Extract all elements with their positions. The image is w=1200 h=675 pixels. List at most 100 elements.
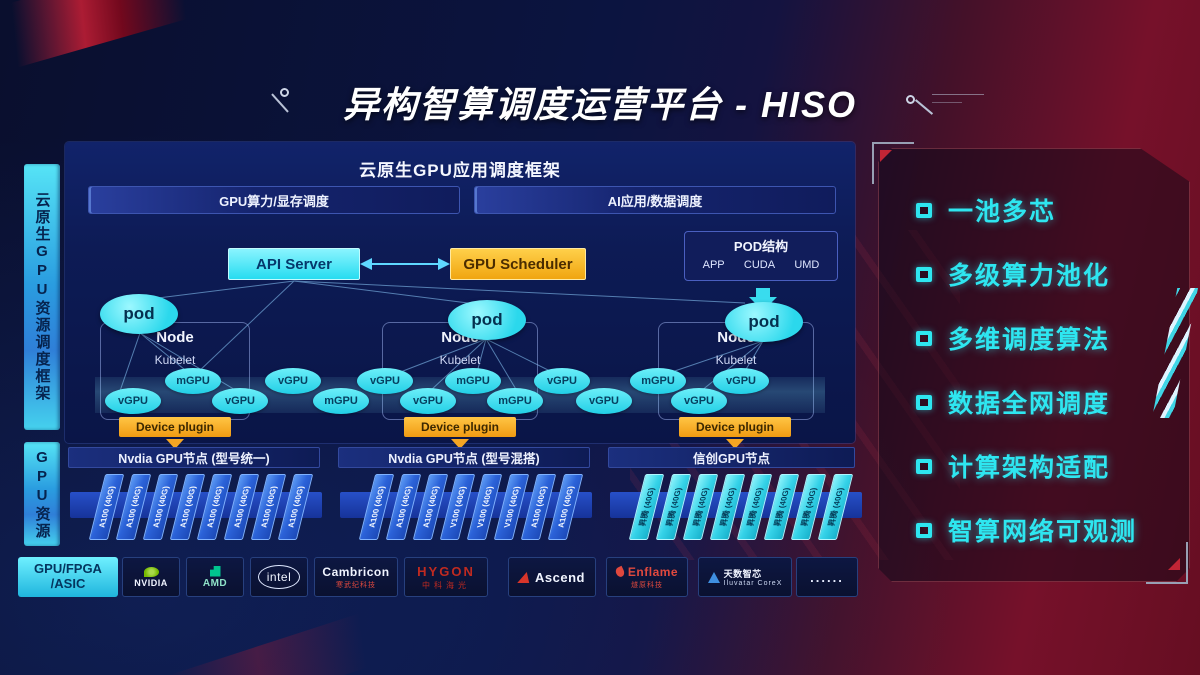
gpu-card-label: 昇腾 (40G) — [718, 487, 737, 527]
gpu-card-group: 昇腾 (40G) 昇腾 (40G) 昇腾 (40G) 昇腾 (40G) 昇腾 (40G)… — [628, 474, 873, 544]
node-title: Node — [156, 329, 194, 346]
nvidia-eye-icon — [143, 566, 159, 577]
kubelet-label: Kubelet — [439, 353, 481, 367]
gpu-card-label: A100 (40G) — [393, 486, 414, 528]
device-plugin-label: Device plugin — [119, 417, 231, 437]
gpu-card-label: 昇腾 (40G) — [664, 487, 683, 527]
gpu-card-label: 昇腾 (40G) — [826, 487, 845, 527]
kubelet-label: Kubelet — [154, 353, 196, 367]
vendor-amd: AMD — [186, 557, 244, 597]
feature-label: 多级算力池化 — [948, 262, 1111, 290]
vendor-cambricon: Cambricon 寒武纪科技 — [314, 557, 398, 597]
circuit-line — [932, 102, 962, 103]
vgpu-bubble: vGPU — [400, 388, 456, 414]
device-plugin-label: Device plugin — [679, 417, 791, 437]
vendor-subname: 中科海光 — [422, 580, 470, 590]
pod-ellipse: pod — [100, 294, 178, 334]
vendor-name: HYGON — [417, 563, 475, 579]
gpu-card-group: A100 (40G) A100 (40G) A100 (40G) A100 (40G)… — [88, 474, 333, 544]
vgpu-bubble: vGPU — [357, 368, 413, 394]
feature-item: 多级算力池化 — [916, 242, 1176, 306]
gpu-card-label: A100 (40G) — [528, 486, 549, 528]
vendor-ascend: Ascend — [508, 557, 596, 597]
vendor-category-line1: GPU/FPGA — [34, 561, 102, 577]
sidebar-label-text: GPU资源 — [33, 448, 51, 540]
vendor-more: ...... — [796, 557, 858, 597]
gpu-card-label: 昇腾 (40G) — [745, 487, 764, 527]
mgpu-bubble: mGPU — [487, 388, 543, 414]
pod-ellipse: pod — [725, 302, 803, 342]
vendor-intel: intel — [250, 557, 308, 597]
vgpu-bubble: vGPU — [713, 368, 769, 394]
vendor-subname: 燧原科技 — [631, 581, 663, 589]
vendor-name: Ascend — [535, 569, 585, 585]
vgpu-bubble: vGPU — [671, 388, 727, 414]
vendor-category-line2: /ASIC — [50, 576, 86, 591]
vgpu-bubble: vGPU — [212, 388, 268, 414]
gpu-card-group: A100 (40G) A100 (40G) A100 (40G) V100 (40G)… — [358, 474, 603, 544]
vendor-nvidia: NVIDIA — [122, 557, 180, 597]
square-bullet-icon — [916, 266, 932, 282]
feature-panel — [878, 148, 1190, 582]
feature-label: 数据全网调度 — [948, 390, 1111, 418]
gpu-card-label: A100 (40G) — [204, 486, 225, 528]
circuit-dot-icon — [906, 95, 915, 104]
feature-list: 一池多芯多级算力池化 多维调度算法 数据全网调度 计算架构适配 智算网络可观测 — [916, 178, 1176, 562]
page-title: 异构智算调度运营平台 - HISO — [342, 84, 857, 125]
intel-oval-icon: intel — [257, 565, 301, 589]
gpu-scheduler-box: GPU Scheduler — [450, 248, 586, 280]
ascend-triangle-icon — [517, 571, 533, 583]
scheduling-bar-ai-data: AI应用/数据调度 — [474, 186, 836, 214]
pod-structure-title: POD结构 — [733, 239, 789, 254]
vendor-subname: 寒武纪科技 — [336, 581, 376, 589]
gpu-row-header-mixed: Nvdia GPU节点 (型号混搭) — [338, 447, 590, 468]
mgpu-bubble: mGPU — [630, 368, 686, 394]
feature-label: 多维调度算法 — [948, 326, 1111, 354]
mgpu-bubble: mGPU — [313, 388, 369, 414]
gpu-card-label: A100 (40G) — [285, 486, 306, 528]
device-plugin-label: Device plugin — [404, 417, 516, 437]
pod-item-cuda: CUDA — [743, 259, 776, 271]
gpu-card-label: A100 (40G) — [177, 486, 198, 528]
vgpu-bubble: vGPU — [576, 388, 632, 414]
gpu-card-label: A100 (40G) — [366, 486, 387, 528]
vendor-name: Cambricon — [322, 564, 390, 579]
gpu-row-header-domestic: 信创GPU节点 — [608, 447, 855, 468]
vgpu-bubble: vGPU — [265, 368, 321, 394]
gpu-card-label: 昇腾 (40G) — [799, 487, 818, 527]
feature-item: 计算架构适配 — [916, 434, 1176, 498]
amd-arrow-icon — [209, 565, 221, 577]
vendor-name: ...... — [810, 569, 844, 585]
mgpu-bubble: mGPU — [445, 368, 501, 394]
red-streak-decor — [108, 601, 412, 675]
gpu-card-label: A100 (40G) — [150, 486, 171, 528]
kubelet-label: Kubelet — [715, 353, 757, 367]
gpu-card-label: 昇腾 (40G) — [772, 487, 791, 527]
gpu-card-label: V100 (40G) — [447, 486, 468, 528]
feature-item: 一池多芯 — [916, 178, 1176, 242]
gpu-card-label: A100 (40G) — [231, 486, 252, 528]
vendor-name: NVIDIA — [134, 577, 168, 588]
vendor-name: Enflame — [627, 564, 679, 579]
square-bullet-icon — [916, 522, 932, 538]
red-streak-decor — [0, 0, 224, 78]
gpu-card-label: A100 (40G) — [96, 486, 117, 528]
gpu-card-label: A100 (40G) — [258, 486, 279, 528]
enflame-flame-icon — [614, 565, 626, 578]
gpu-row-header-uniform: Nvdia GPU节点 (型号统一) — [68, 447, 320, 468]
square-bullet-icon — [916, 202, 932, 218]
vendor-name: intel — [266, 570, 292, 584]
vgpu-bubble: vGPU — [105, 388, 161, 414]
vendor-subname: Iluvatar CoreX — [723, 580, 783, 587]
feature-item: 智算网络可观测 — [916, 498, 1176, 562]
feature-label: 智算网络可观测 — [948, 518, 1138, 546]
feature-label: 计算架构适配 — [948, 454, 1111, 482]
vendor-iluvatar: 天数智芯 Iluvatar CoreX — [698, 557, 792, 597]
circuit-dot-icon — [280, 88, 289, 97]
gpu-card-label: A100 (40G) — [420, 486, 441, 528]
gpu-card-label: A100 (40G) — [123, 486, 144, 528]
feature-label: 一池多芯 — [948, 198, 1057, 226]
vendor-name: AMD — [202, 577, 228, 589]
gpu-card-label: 昇腾 (40G) — [637, 487, 656, 527]
